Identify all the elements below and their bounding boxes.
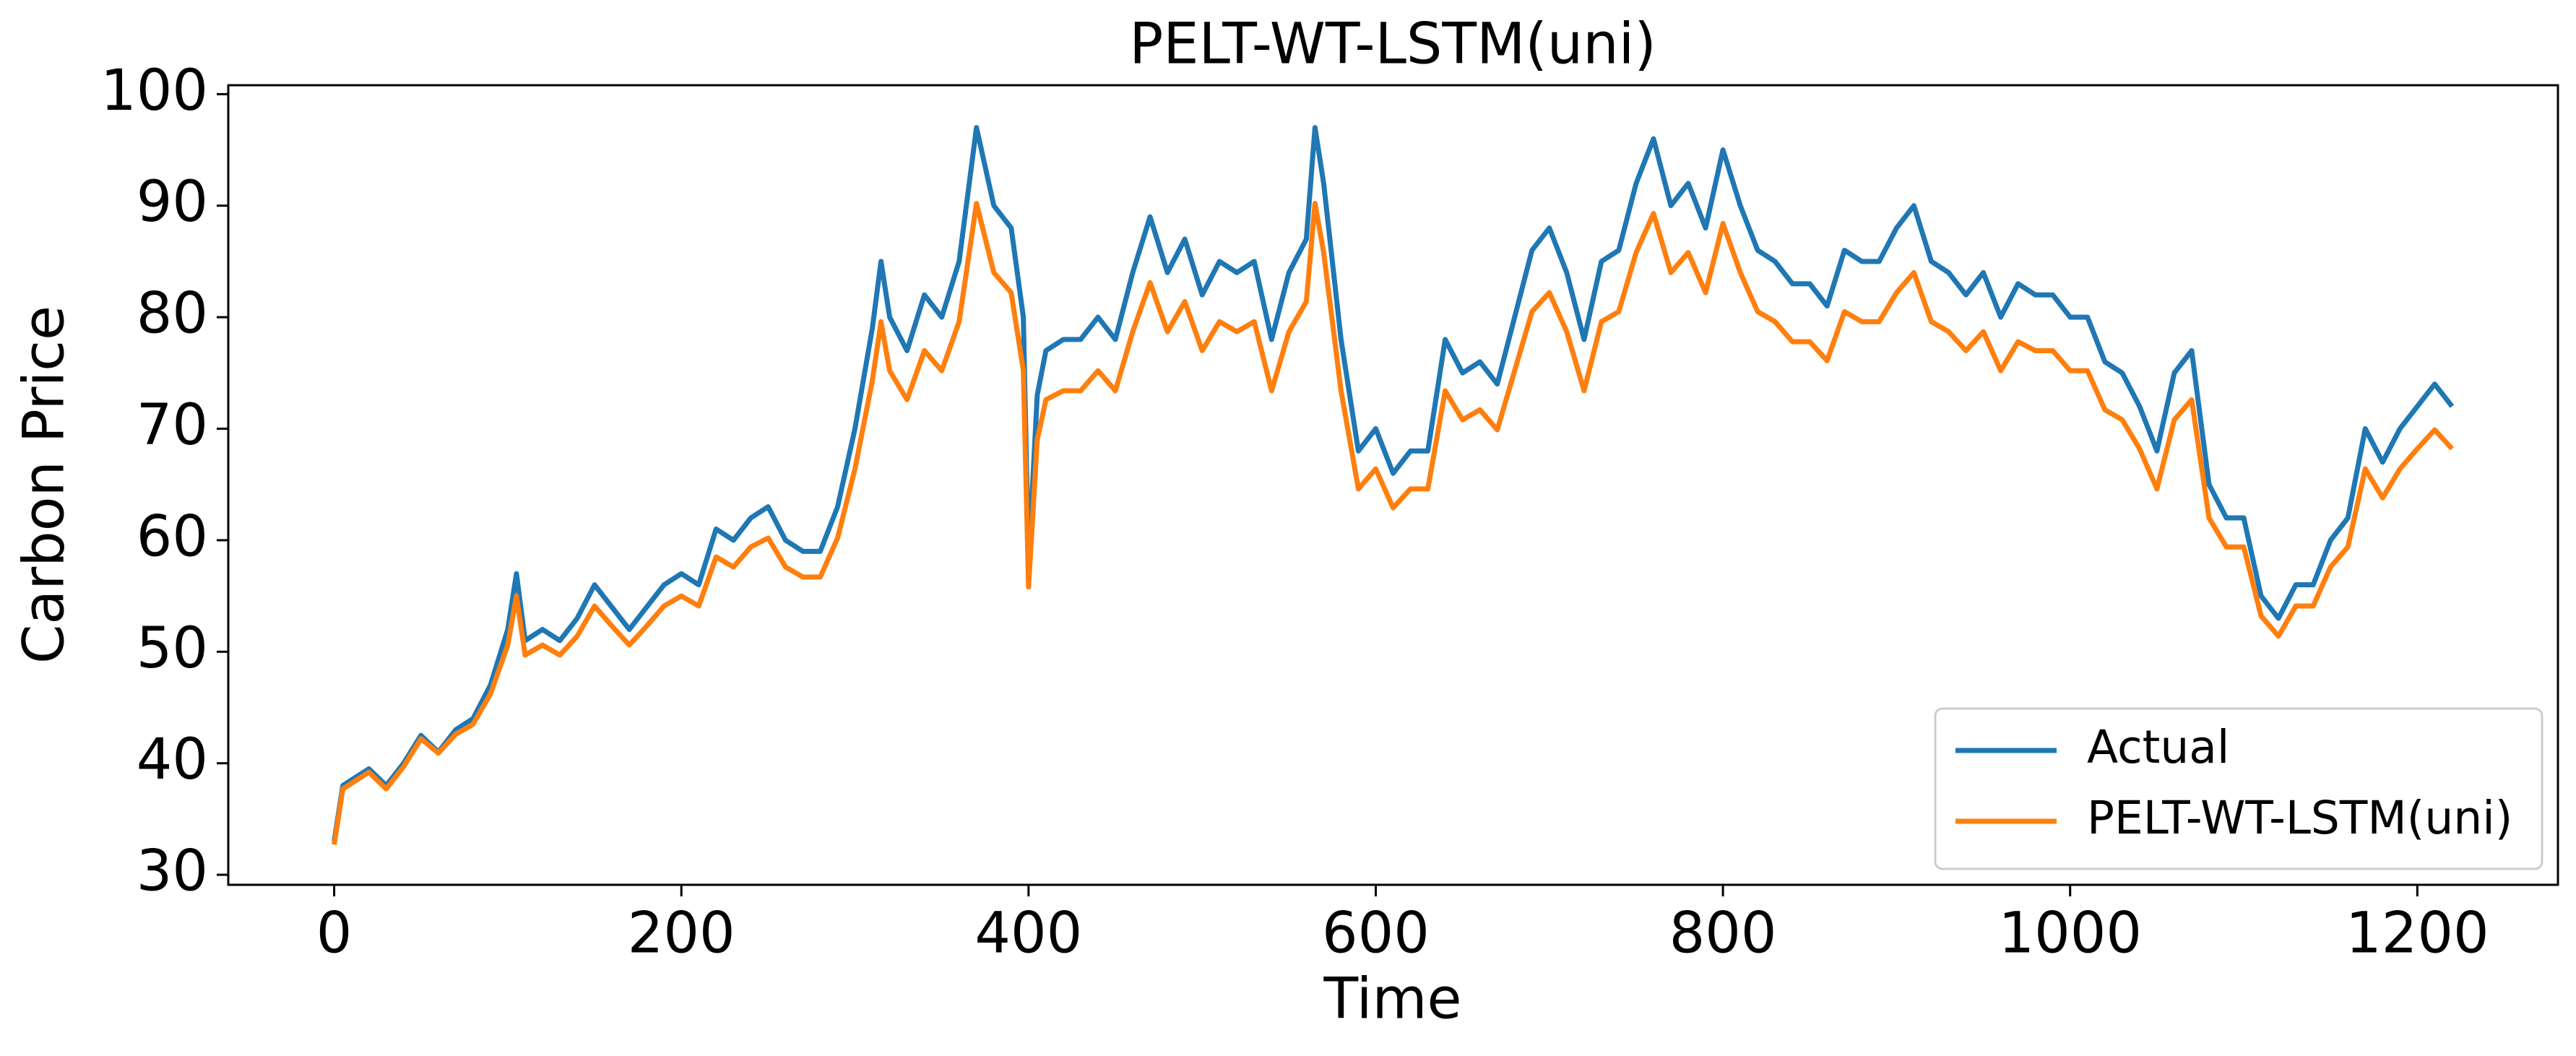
- legend-box: [1934, 707, 2543, 870]
- x-tick-label: 800: [1669, 901, 1777, 966]
- x-tick-label: 0: [316, 901, 353, 966]
- y-axis-label: Carbon Price: [12, 306, 77, 664]
- y-tick-label: 90: [137, 170, 208, 235]
- y-tick-label: 70: [137, 393, 208, 458]
- x-tick-label: 400: [974, 901, 1082, 966]
- x-tick-label: 1200: [2346, 901, 2489, 966]
- legend-label: Actual: [2087, 721, 2229, 774]
- plot-frame: [227, 84, 2559, 886]
- legend: Actual PELT-WT-LSTM(uni): [1934, 707, 2543, 870]
- chart-title: PELT-WT-LSTM(uni): [1129, 12, 1656, 77]
- x-tick-label: 200: [628, 901, 735, 966]
- series-line: [332, 125, 2455, 842]
- y-tick-label: 50: [137, 616, 208, 681]
- y-tick-label: 40: [137, 727, 208, 792]
- y-tick-label: 60: [137, 504, 208, 569]
- y-tick-label: 30: [137, 839, 208, 904]
- x-axis-label: Time: [1323, 966, 1462, 1031]
- series-line: [332, 201, 2454, 845]
- y-tick-label: 80: [137, 282, 208, 347]
- x-tick-label: 1000: [1998, 901, 2142, 966]
- y-tick-label: 100: [100, 59, 208, 124]
- x-tick-label: 600: [1322, 901, 1430, 966]
- legend-label: PELT-WT-LSTM(uni): [2087, 792, 2512, 844]
